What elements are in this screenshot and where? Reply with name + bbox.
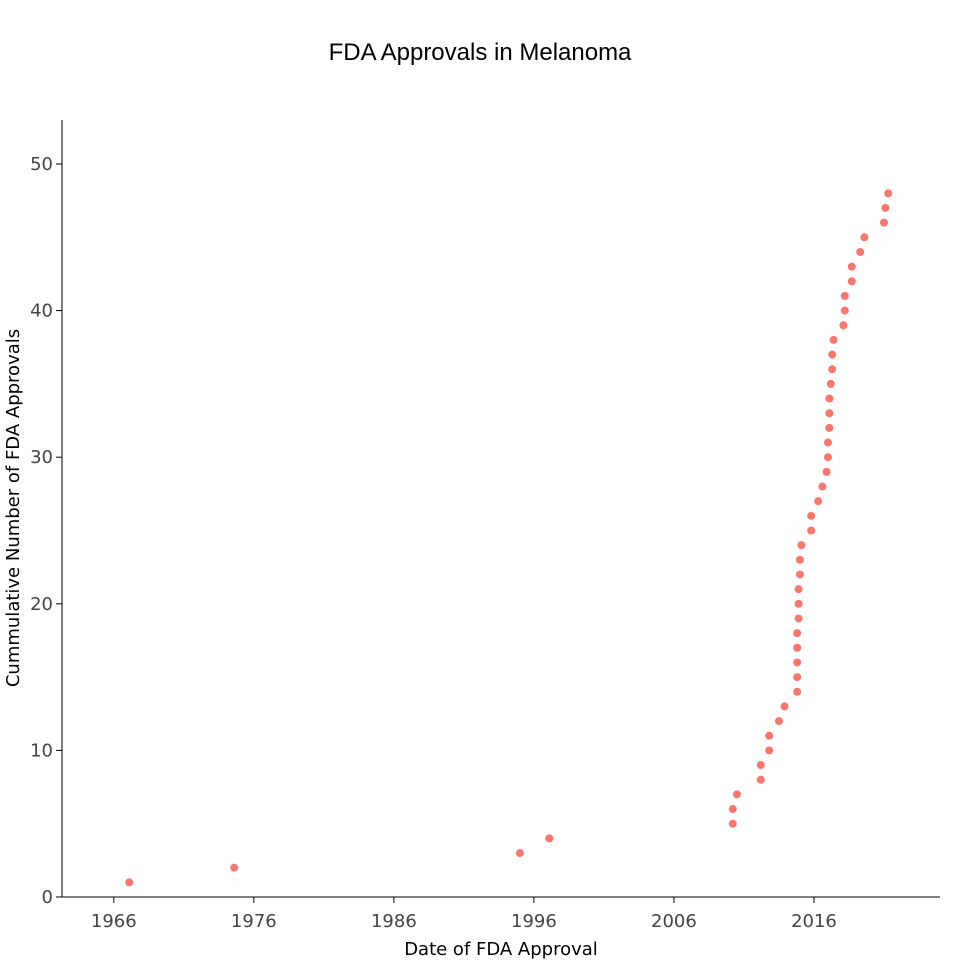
- data-point: [825, 394, 834, 403]
- data-point: [756, 761, 765, 770]
- data-point: [840, 291, 849, 300]
- data-point: [797, 541, 806, 550]
- data-point: [765, 746, 774, 755]
- data-point: [780, 702, 789, 711]
- data-point: [794, 614, 803, 623]
- y-axis-title: Cummulative Number of FDA Approvals: [3, 329, 24, 687]
- data-point: [847, 277, 856, 286]
- y-tick-label: 30: [30, 447, 53, 468]
- data-point: [793, 629, 802, 638]
- data-point: [794, 599, 803, 608]
- x-tick-label: 1986: [371, 911, 417, 932]
- y-tick-label: 10: [30, 740, 53, 761]
- y-axis-ticks: 0 10 20 30 40 50: [30, 154, 62, 908]
- data-point: [881, 203, 890, 212]
- data-point: [829, 335, 838, 344]
- data-point: [828, 350, 837, 359]
- data-point: [825, 409, 834, 418]
- y-tick-label: 0: [42, 887, 53, 908]
- data-point: [818, 482, 827, 491]
- data-point: [515, 849, 524, 858]
- data-point: [795, 570, 804, 579]
- data-point: [728, 819, 737, 828]
- data-point: [732, 790, 741, 799]
- data-point: [825, 423, 834, 432]
- x-tick-label: 2016: [791, 911, 837, 932]
- data-point: [847, 262, 856, 271]
- data-point: [807, 526, 816, 535]
- data-point: [826, 379, 835, 388]
- data-point: [814, 497, 823, 506]
- data-point: [795, 555, 804, 564]
- data-point: [765, 731, 774, 740]
- x-axis-title: Date of FDA Approval: [404, 939, 598, 960]
- data-point: [839, 321, 848, 330]
- data-point: [860, 233, 869, 242]
- data-point: [822, 467, 831, 476]
- x-tick-label: 2006: [651, 911, 697, 932]
- data-point: [794, 585, 803, 594]
- data-point: [545, 834, 554, 843]
- x-tick-label: 1966: [91, 911, 137, 932]
- data-point: [840, 306, 849, 315]
- data-point: [793, 673, 802, 682]
- x-axis-ticks: 1966 1976 1986 1996 2006 2016: [91, 897, 837, 932]
- data-point: [774, 717, 783, 726]
- scatter-points: [125, 189, 893, 887]
- data-point: [230, 863, 239, 872]
- data-point: [125, 878, 134, 887]
- data-point: [828, 365, 837, 374]
- data-point: [793, 658, 802, 667]
- data-point: [823, 453, 832, 462]
- chart-title: FDA Approvals in Melanoma: [329, 39, 632, 66]
- data-point: [823, 438, 832, 447]
- y-tick-label: 20: [30, 594, 53, 615]
- y-tick-label: 40: [30, 301, 53, 322]
- data-point: [879, 218, 888, 227]
- x-tick-label: 1996: [511, 911, 557, 932]
- data-point: [884, 189, 893, 198]
- x-tick-label: 1976: [231, 911, 277, 932]
- data-point: [756, 775, 765, 784]
- data-point: [856, 247, 865, 256]
- y-tick-label: 50: [30, 154, 53, 175]
- data-point: [793, 687, 802, 696]
- data-point: [793, 643, 802, 652]
- data-point: [807, 511, 816, 520]
- data-point: [728, 805, 737, 814]
